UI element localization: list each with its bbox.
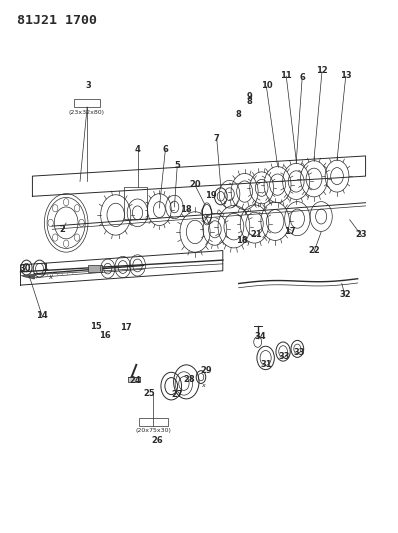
Text: 22: 22: [308, 246, 320, 255]
Text: 2: 2: [59, 225, 65, 234]
Text: 34: 34: [254, 332, 266, 341]
Text: 18: 18: [236, 237, 247, 246]
Text: x: x: [48, 274, 52, 280]
Text: 33: 33: [279, 352, 290, 361]
Text: 17: 17: [285, 228, 296, 237]
Text: 17: 17: [120, 323, 131, 332]
Text: 1: 1: [42, 263, 48, 272]
Text: 29: 29: [200, 366, 212, 375]
Text: 11: 11: [280, 70, 292, 79]
Text: x: x: [201, 383, 205, 387]
Bar: [74, 99, 100, 107]
Text: 32: 32: [339, 289, 351, 298]
Polygon shape: [23, 274, 34, 279]
Text: 8: 8: [236, 110, 242, 119]
Text: 9: 9: [247, 92, 253, 101]
Text: x: x: [222, 200, 226, 205]
Text: 21: 21: [251, 230, 262, 239]
Text: 5: 5: [174, 161, 180, 170]
Text: 8: 8: [247, 97, 253, 106]
Text: 10: 10: [261, 81, 272, 90]
Text: 24: 24: [130, 376, 141, 385]
Text: 7: 7: [214, 134, 220, 143]
Text: 13: 13: [340, 70, 351, 79]
Text: 6: 6: [162, 145, 168, 154]
Text: 14: 14: [37, 311, 48, 320]
Text: 27: 27: [172, 390, 183, 399]
Text: 31: 31: [261, 360, 272, 369]
Text: 25: 25: [144, 389, 155, 398]
Text: (23x32x80): (23x32x80): [69, 110, 105, 115]
Text: 81J21 1700: 81J21 1700: [17, 14, 97, 27]
Text: 23: 23: [356, 230, 367, 239]
Bar: [129, 377, 140, 382]
Text: 19: 19: [205, 191, 217, 200]
Text: 30: 30: [20, 264, 31, 272]
Text: 12: 12: [316, 67, 328, 75]
Text: 16: 16: [99, 331, 111, 340]
Text: (20x75x30): (20x75x30): [136, 428, 172, 433]
Text: 20: 20: [189, 180, 201, 189]
Bar: [124, 187, 147, 219]
Text: 15: 15: [90, 321, 102, 330]
Bar: [139, 418, 168, 426]
Text: 26: 26: [152, 437, 163, 446]
Text: 18: 18: [181, 205, 192, 214]
Text: 4: 4: [135, 145, 140, 154]
Bar: [88, 265, 102, 272]
Text: 33: 33: [293, 348, 305, 357]
Text: 6: 6: [299, 73, 305, 82]
Text: 28: 28: [183, 375, 195, 384]
Text: 3: 3: [85, 81, 91, 90]
